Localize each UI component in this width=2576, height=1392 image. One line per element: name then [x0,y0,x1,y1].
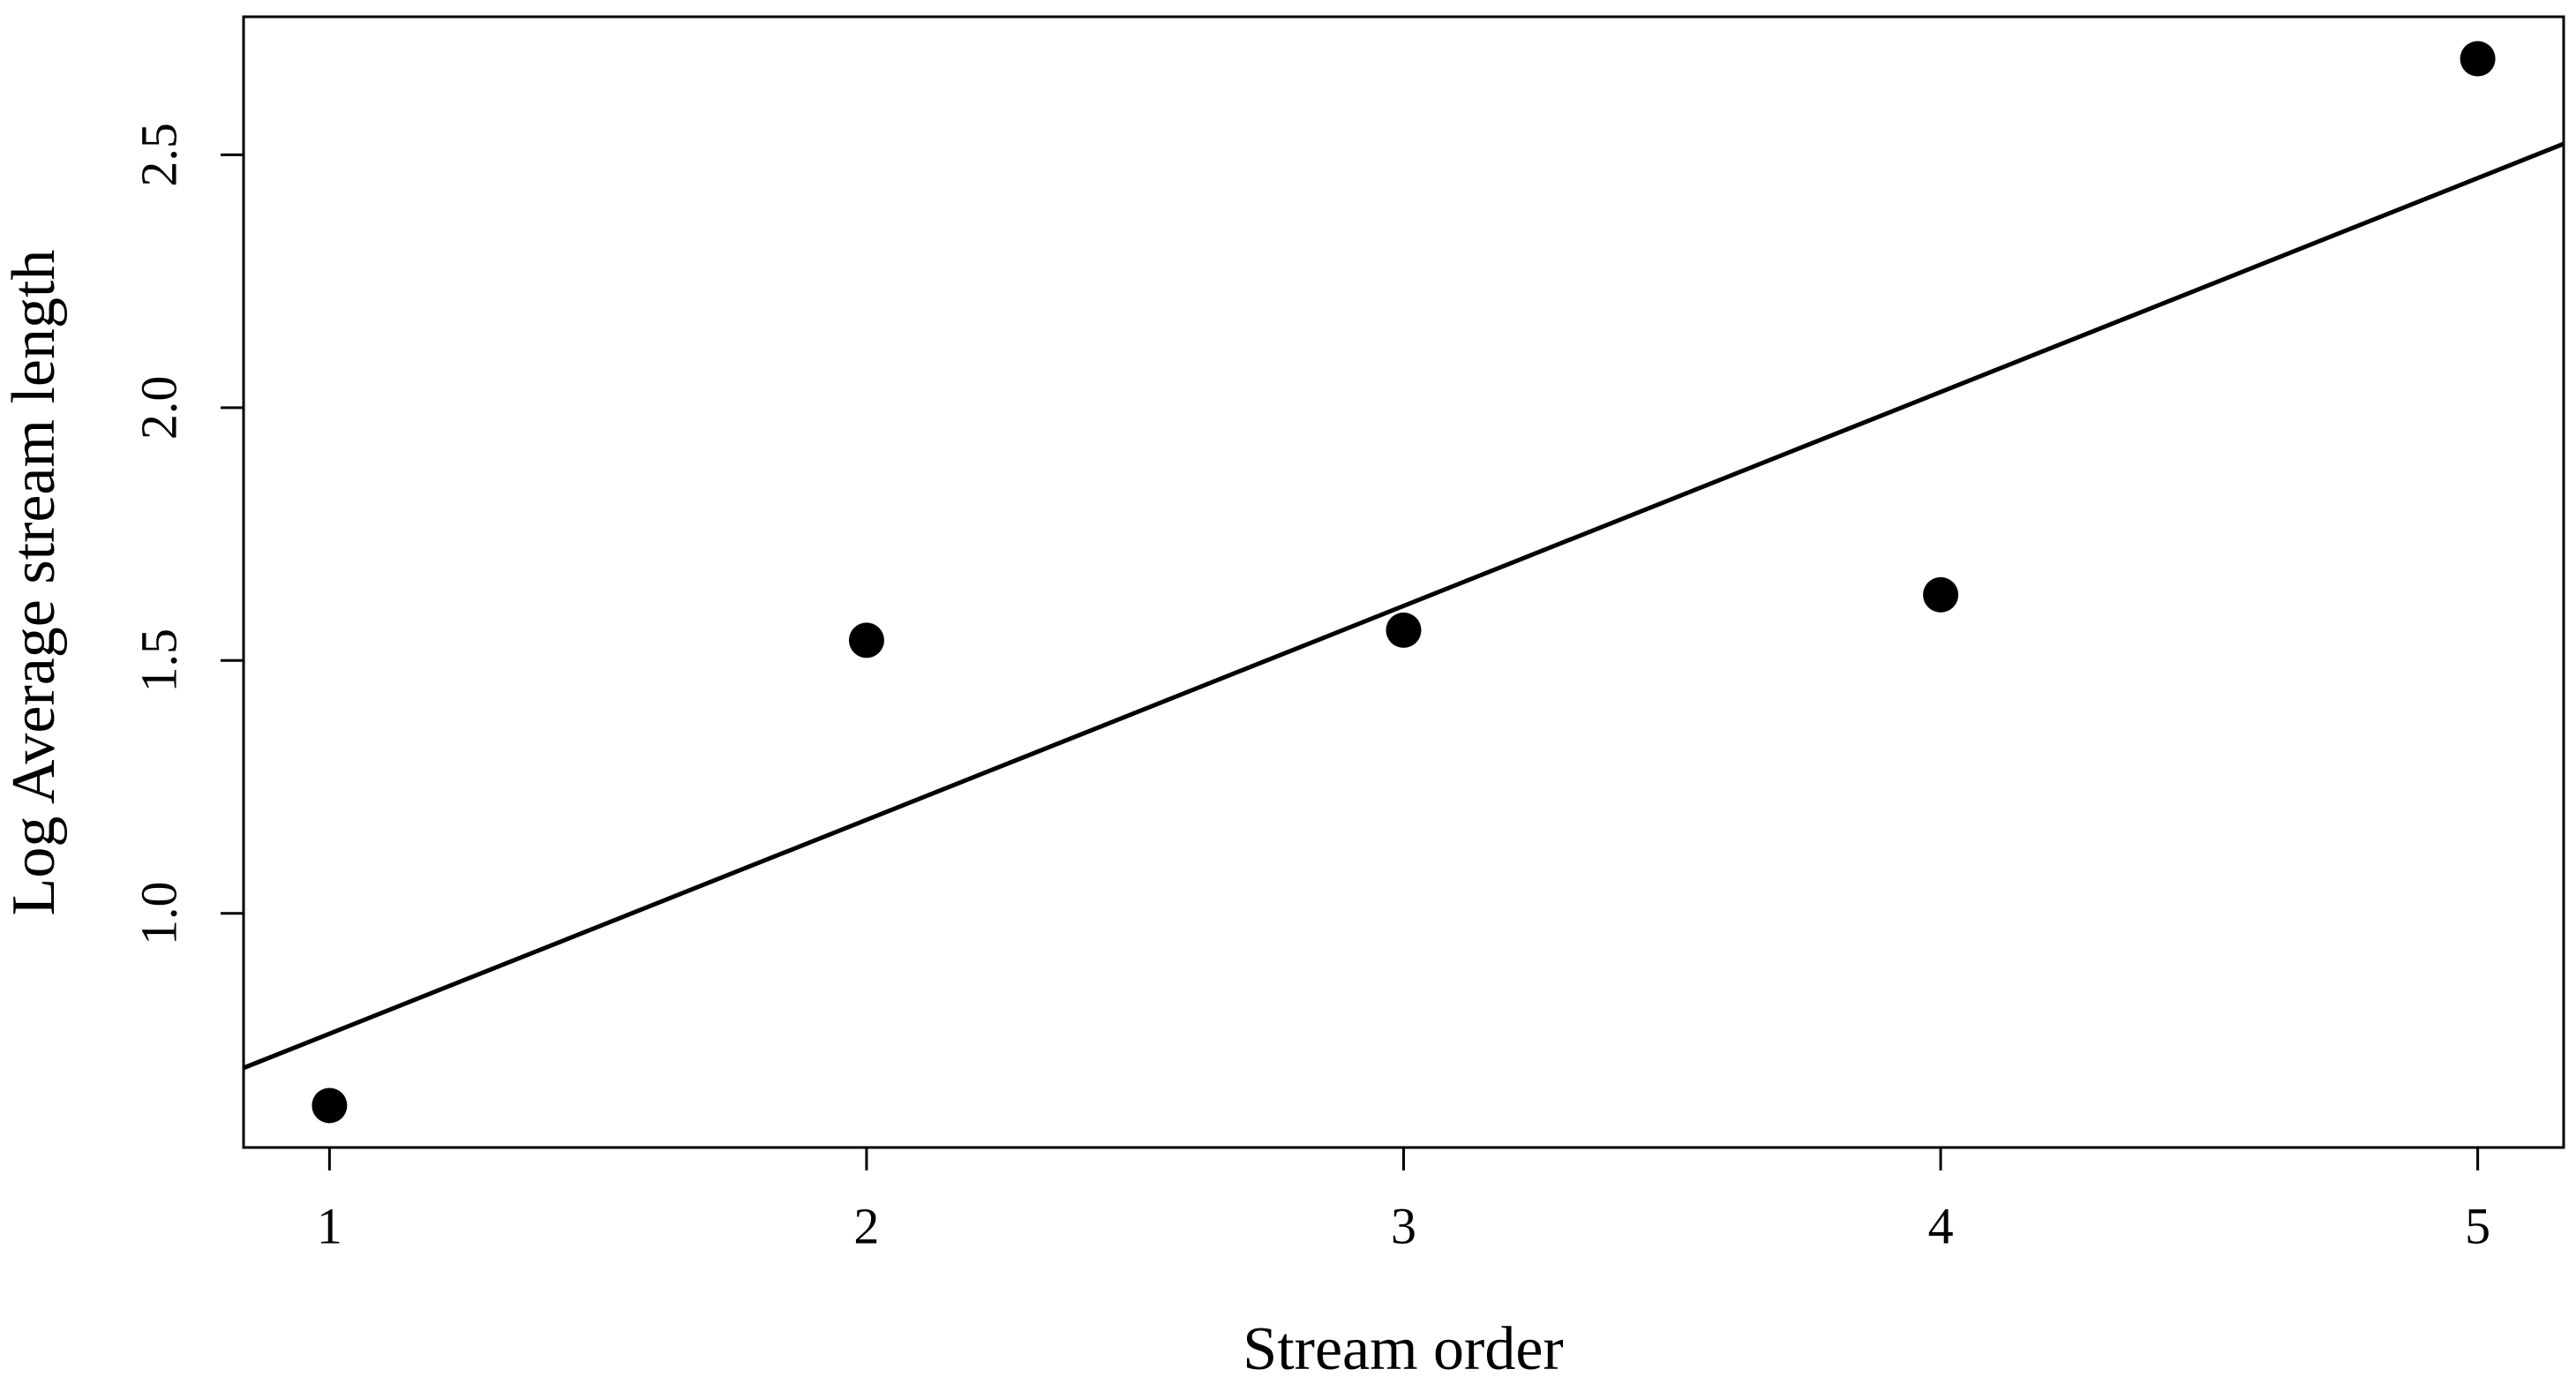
point [312,1087,348,1124]
point [2460,41,2496,77]
x-tick-label: 1 [317,1197,342,1254]
x-tick-label: 5 [2465,1197,2490,1254]
y-tick-label: 2.5 [130,123,187,187]
x-tick-label: 4 [1928,1197,1954,1254]
x-tick-label: 2 [853,1197,879,1254]
point [1386,612,1422,648]
y-tick-label: 2.0 [130,376,187,440]
plot-frame [242,15,2565,1149]
y-tick-label: 1.0 [130,881,187,945]
x-tick-label: 3 [1391,1197,1416,1254]
point [848,622,884,658]
trend-line [244,141,2564,1071]
x-axis-title: Stream order [1243,1315,1563,1383]
y-axis-title: Log Average stream length [0,250,68,916]
point [1923,576,1959,613]
y-tick-label: 1.5 [130,628,187,693]
